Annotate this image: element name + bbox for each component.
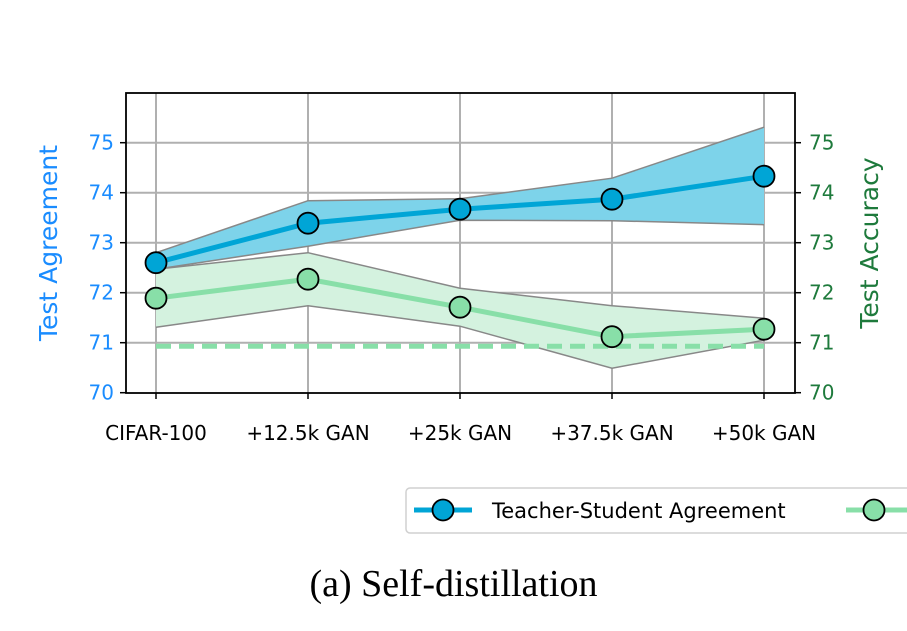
left-tick-label: 70: [89, 381, 114, 405]
right-tick-label: 70: [809, 381, 834, 405]
right-axis-label: Test Accuracy: [855, 157, 884, 330]
legend-box: [405, 487, 907, 534]
left-tick-label: 74: [89, 181, 114, 205]
data-point-1: [448, 295, 472, 319]
x-tick-label: +50k GAN: [712, 421, 816, 445]
data-point-1: [296, 267, 320, 291]
left-tick-label: 73: [89, 231, 114, 255]
band-lower-edge-1: [155, 304, 765, 369]
left-tick-label: 71: [89, 331, 114, 355]
right-tick-label: 75: [809, 131, 834, 155]
legend-marker-agreement: [431, 498, 455, 522]
left-tick-label: 72: [89, 281, 114, 305]
band-upper-edge-1: [155, 251, 765, 319]
left-axis-label: Test Agreement: [34, 145, 63, 342]
right-tick-label: 74: [809, 181, 834, 205]
x-tick-label: CIFAR-100: [105, 421, 207, 445]
legend-marker-accuracy: [862, 498, 886, 522]
right-tick-label: 71: [809, 331, 834, 355]
data-point-0: [600, 187, 624, 211]
x-tick-label: +12.5k GAN: [246, 421, 369, 445]
x-tick-label: +37.5k GAN: [550, 421, 673, 445]
legend-label-agreement: Teacher-Student Agreement: [491, 499, 786, 523]
data-point-1: [752, 317, 776, 341]
data-point-1: [600, 325, 624, 349]
data-point-0: [296, 211, 320, 235]
right-tick-label: 72: [809, 281, 834, 305]
figure-caption: (a) Self-distillation: [309, 563, 598, 605]
right-tick-label: 73: [809, 231, 834, 255]
data-point-0: [448, 197, 472, 221]
data-point-1: [144, 286, 168, 310]
left-tick-label: 75: [89, 131, 114, 155]
chart: 70 71 72 73 74 75 70 71 72 73 74 75 CIFAR-100 +12.5k …: [34, 92, 907, 534]
data-point-0: [752, 164, 776, 188]
data-point-0: [144, 251, 168, 275]
x-tick-label: +25k GAN: [408, 421, 512, 445]
